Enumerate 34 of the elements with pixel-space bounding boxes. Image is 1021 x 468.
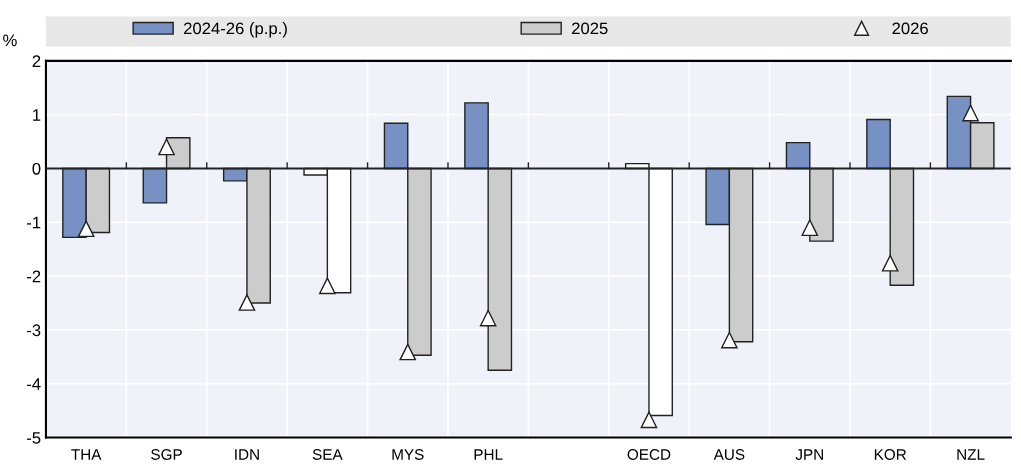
x-tick-label: SGP <box>151 449 182 460</box>
x-tick-label: SEA <box>312 449 343 460</box>
x-tick-label: MYS <box>392 449 424 460</box>
point <box>77 220 95 238</box>
point <box>399 343 417 361</box>
y-tick-label: -4 <box>27 378 41 390</box>
point <box>640 411 658 429</box>
y-tick-label: -1 <box>27 216 41 229</box>
y-tick-label: -2 <box>27 270 41 283</box>
point <box>801 219 819 237</box>
y-tick-label: -3 <box>27 324 41 337</box>
legend-label: 2026 <box>892 22 928 35</box>
point <box>319 277 336 295</box>
point <box>721 331 738 349</box>
x-tick-label: AUS <box>713 449 745 460</box>
y-axis-title: % <box>3 34 17 47</box>
y-tick-label: -5 <box>27 432 41 444</box>
legend-label: 2025 <box>572 22 608 35</box>
x-tick-label: OECD <box>627 449 671 460</box>
point <box>238 294 256 311</box>
y-tick-label: 2 <box>32 55 41 67</box>
y-tick-label: 1 <box>33 109 41 121</box>
x-tick-label: IDN <box>235 449 259 460</box>
point <box>158 138 175 156</box>
y-tick-label: 0 <box>32 162 41 175</box>
point <box>479 309 497 327</box>
x-tick-label: NZL <box>957 449 985 460</box>
legend-label: 2024-26 (p.p.) <box>184 22 287 38</box>
x-tick-label: PHL <box>474 449 503 460</box>
x-tick-label: JPN <box>795 449 823 460</box>
x-tick-label: KOR <box>874 449 907 460</box>
point <box>881 254 899 272</box>
point <box>962 104 979 122</box>
x-tick-label: THA <box>71 449 102 460</box>
